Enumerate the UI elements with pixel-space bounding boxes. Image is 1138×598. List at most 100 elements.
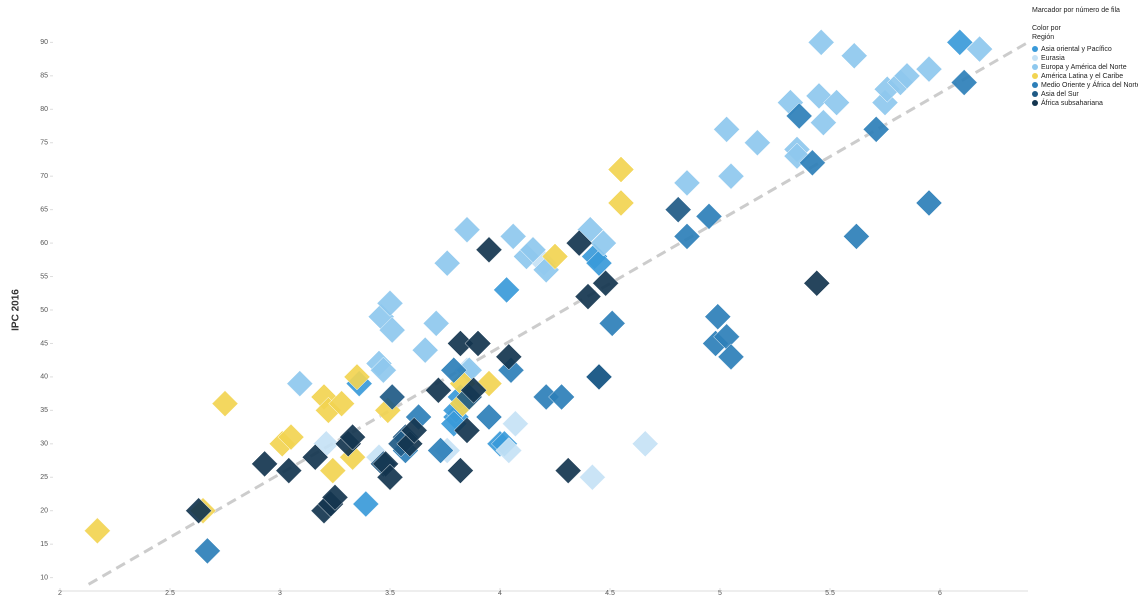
y-tick-label: 60 (40, 240, 48, 247)
point (464, 330, 492, 357)
point (579, 463, 606, 491)
point (915, 55, 943, 83)
point (211, 390, 239, 418)
point (592, 269, 619, 297)
y-tick-label: 50 (40, 307, 48, 314)
legend-swatch (1032, 46, 1038, 52)
y-tick-label: 80 (40, 106, 48, 113)
y-tick-label: 30 (40, 441, 48, 448)
point (447, 457, 474, 484)
legend-swatch (1032, 82, 1038, 88)
point (840, 42, 868, 70)
legend-swatch (1032, 64, 1038, 70)
point (843, 223, 870, 250)
y-tick-label: 85 (40, 73, 48, 80)
point (607, 156, 635, 183)
y-tick-label: 55 (40, 273, 48, 280)
point (251, 450, 278, 478)
y-tick-label: 40 (40, 374, 48, 381)
point (554, 457, 582, 484)
y-tick-label: 65 (40, 206, 48, 213)
point (277, 423, 305, 451)
x-tick-label: 3.5 (385, 590, 395, 597)
point (343, 363, 371, 391)
point (799, 149, 826, 177)
point (433, 249, 461, 277)
point (810, 109, 837, 137)
x-tick-label: 2.5 (165, 590, 175, 597)
legend-label: América Latina y el Caribe (1041, 73, 1123, 80)
point (453, 417, 481, 444)
point (607, 189, 635, 217)
point (807, 29, 835, 56)
point (499, 223, 527, 250)
point (803, 269, 831, 297)
point (664, 196, 692, 223)
point (946, 29, 974, 56)
point (519, 236, 547, 264)
point (425, 376, 452, 404)
y-tick-label: 35 (40, 407, 48, 414)
trendline (87, 41, 1029, 586)
point (495, 343, 523, 371)
point (376, 289, 404, 317)
point (673, 223, 701, 250)
point (411, 336, 439, 364)
legend-label: África subsahariana (1041, 98, 1103, 107)
x-tick-label: 6 (938, 590, 942, 597)
point (352, 490, 380, 518)
point (495, 437, 523, 464)
x-tick-label: 5.5 (825, 590, 835, 597)
point (744, 129, 771, 157)
point (321, 483, 349, 511)
point (422, 310, 450, 337)
x-tick-label: 3 (278, 590, 282, 597)
point (286, 370, 314, 397)
point (541, 243, 569, 270)
legend-swatch (1032, 91, 1038, 97)
point (717, 343, 745, 371)
legend-label: Asia del Sur (1041, 91, 1079, 98)
legend-swatch (1032, 73, 1038, 79)
y-tick-label: 45 (40, 340, 48, 347)
point (785, 102, 813, 130)
point (673, 169, 701, 197)
legend-title: Región (1032, 34, 1054, 41)
point (378, 383, 406, 411)
point (493, 276, 520, 304)
point (194, 537, 221, 565)
legend-label: Medio Oriente y África del Norte (1041, 80, 1138, 89)
point (598, 310, 626, 337)
point (427, 437, 454, 464)
y-tick-label: 10 (40, 574, 48, 581)
point (185, 497, 212, 525)
point (460, 376, 487, 404)
point (574, 283, 602, 310)
point (823, 89, 850, 116)
point (585, 363, 613, 391)
point (339, 423, 366, 451)
y-tick-label: 15 (40, 541, 48, 548)
point (704, 303, 732, 331)
legend-title: Marcador por número de fila (1032, 7, 1120, 14)
legend-label: Europa y América del Norte (1041, 64, 1127, 71)
point (378, 316, 406, 344)
point (548, 383, 575, 411)
point (440, 356, 468, 384)
legend: Marcador por número de fila Color por Re… (1032, 7, 1138, 107)
point (590, 229, 617, 257)
point (370, 356, 397, 384)
point (565, 229, 593, 257)
point (893, 62, 921, 90)
x-tick-label: 5 (718, 590, 722, 597)
point (713, 116, 740, 143)
point (400, 417, 428, 444)
legend-swatch (1032, 55, 1038, 61)
point (376, 463, 404, 491)
point (585, 249, 613, 277)
y-tick-label: 25 (40, 474, 48, 481)
y-tick-label: 20 (40, 508, 48, 515)
y-tick-label: 90 (40, 39, 48, 46)
y-tick-label: 70 (40, 173, 48, 180)
